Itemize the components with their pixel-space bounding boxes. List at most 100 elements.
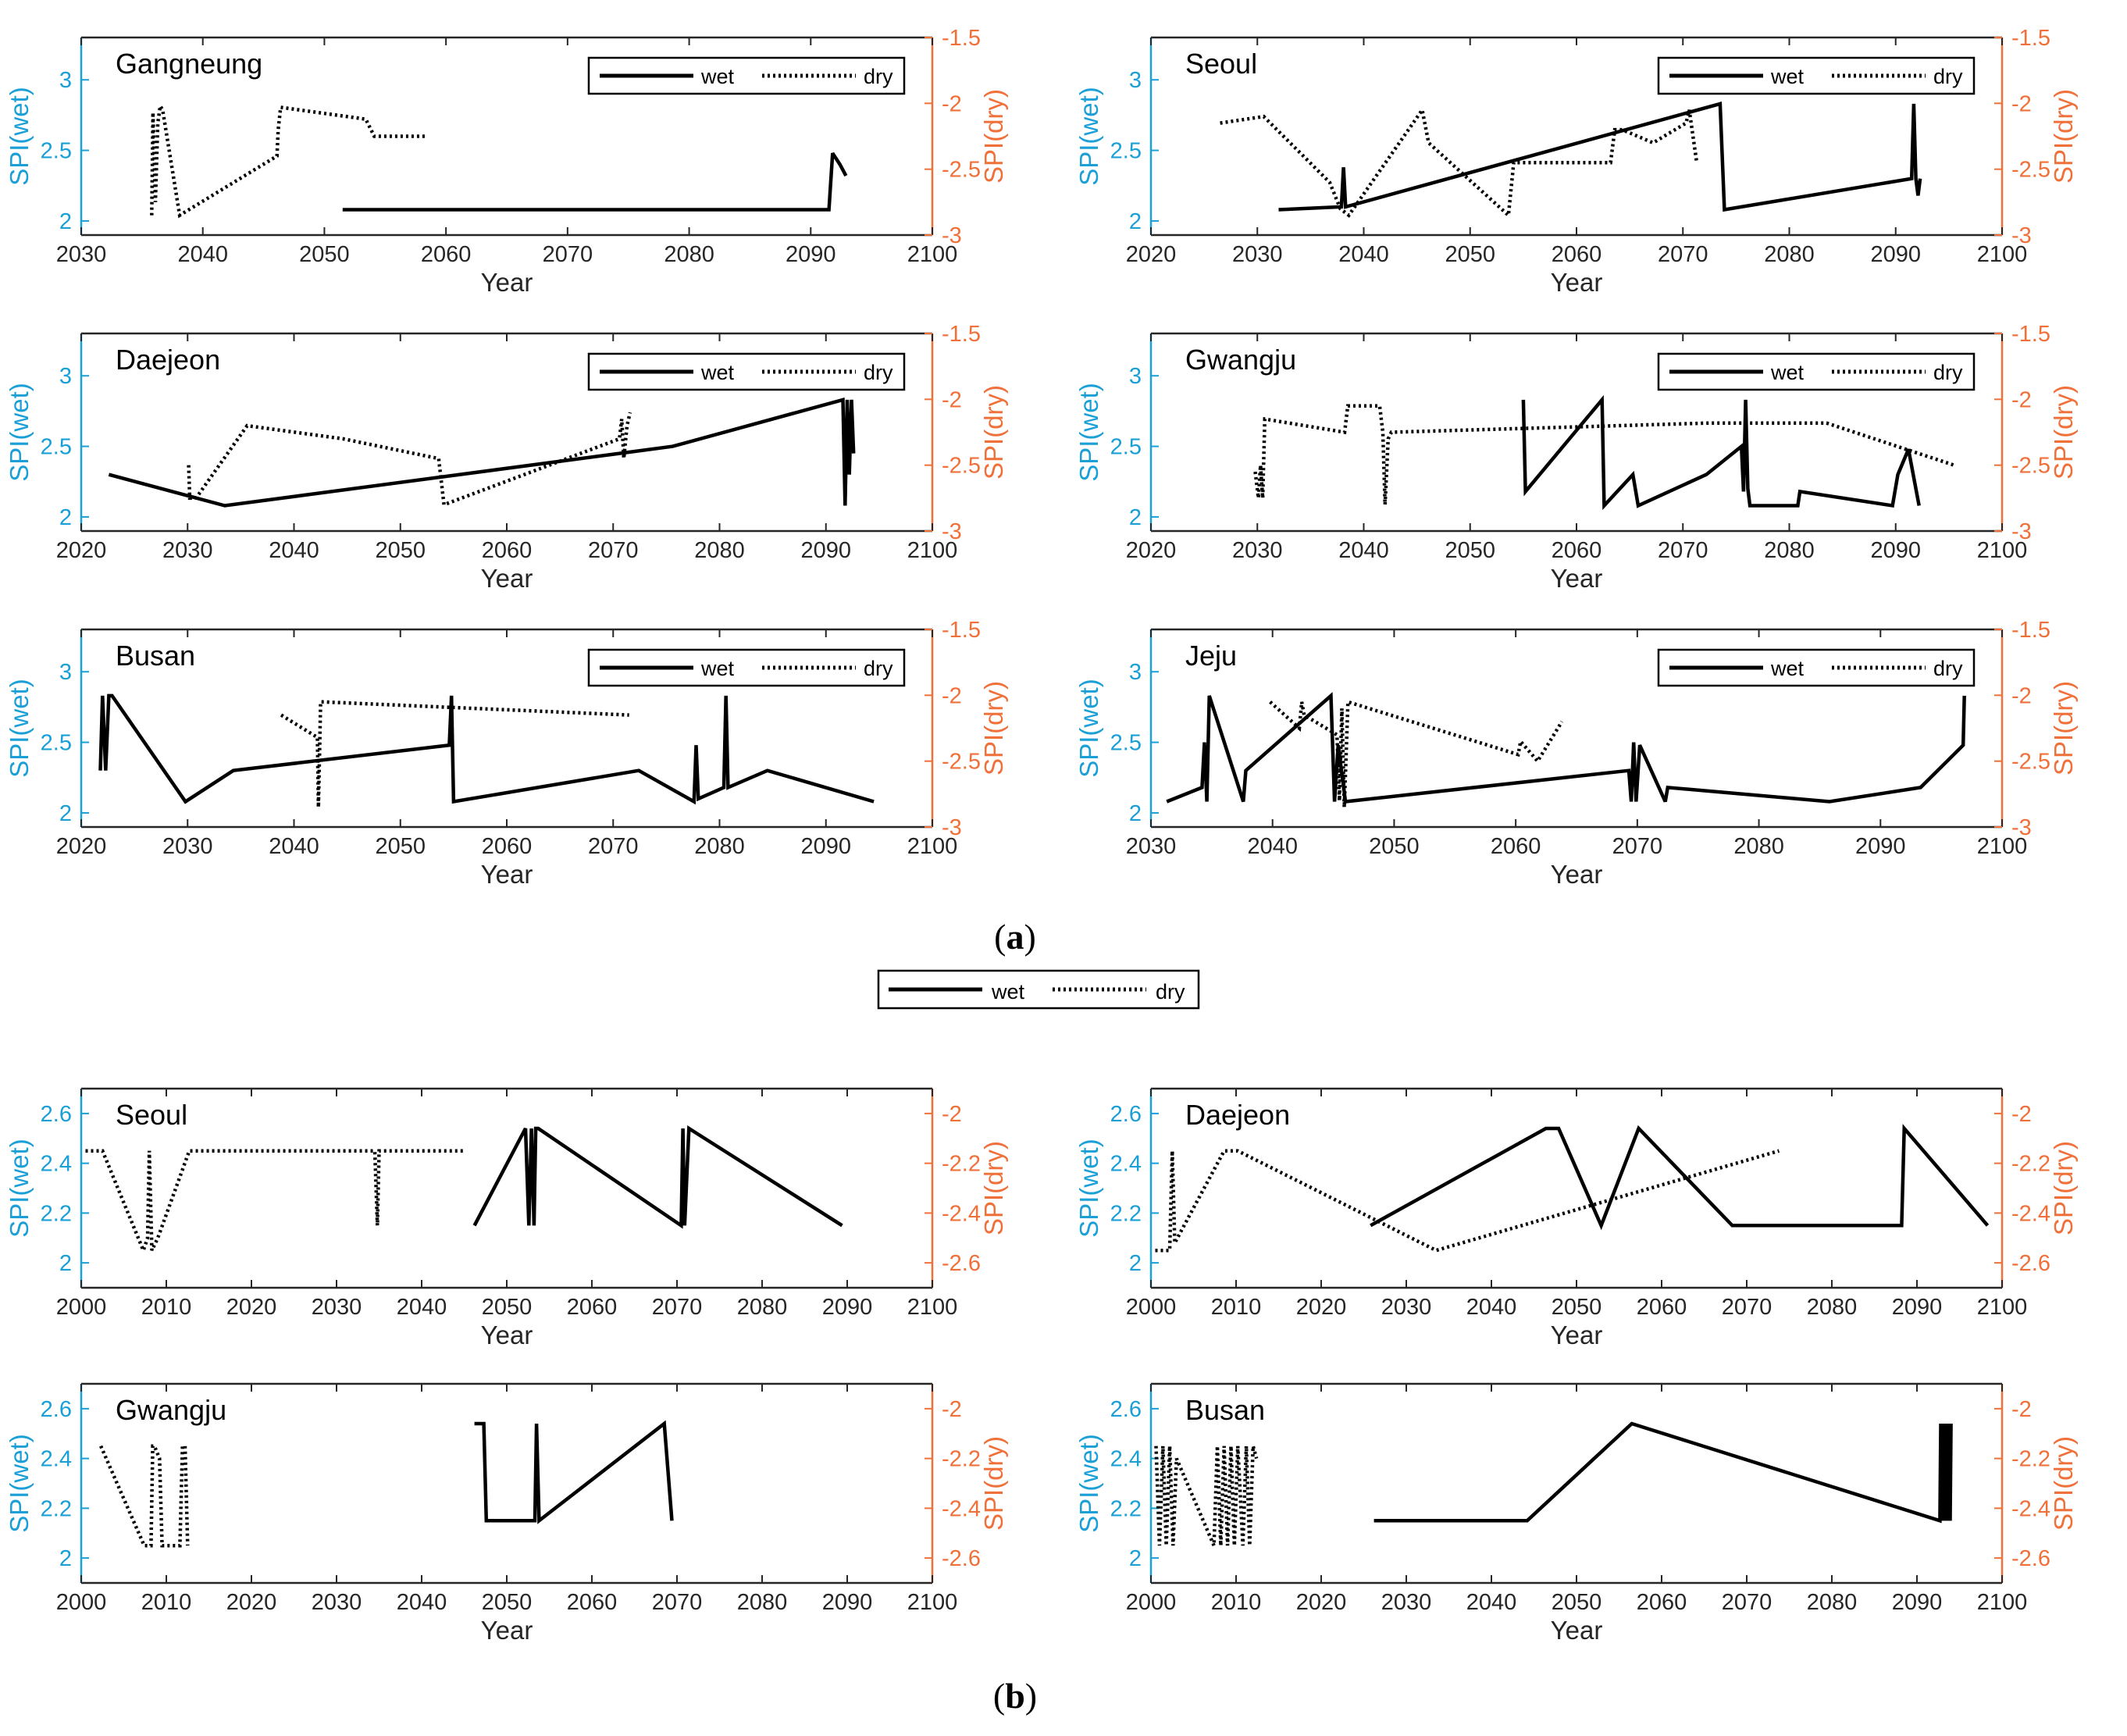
y-tick-label-left: 2.2 — [1110, 1496, 1142, 1521]
series-line-wet — [108, 397, 856, 508]
x-tick-label: 2000 — [1126, 1590, 1177, 1615]
series-line-dry — [99, 1444, 190, 1548]
y-tick-label-left: 2 — [59, 209, 72, 234]
y-tick-label-left: 2.4 — [1110, 1152, 1142, 1177]
panel-b-label: (b) — [993, 1676, 1037, 1716]
x-tick-label: 2050 — [375, 834, 426, 859]
x-tick-label: 2050 — [1369, 834, 1420, 859]
x-tick-label: 2030 — [312, 1295, 362, 1320]
y-tick-label-left: 2.4 — [1110, 1447, 1142, 1472]
y-tick-label-right: -2 — [942, 387, 962, 412]
x-axis-label: Year — [1551, 268, 1603, 297]
y-tick-label-right: -3 — [2011, 815, 2032, 840]
x-tick-label: 2040 — [1466, 1590, 1517, 1615]
y-tick-label-left: 3 — [59, 68, 72, 93]
y-tick-label-left: 2.5 — [41, 139, 72, 164]
y-tick-label-left: 2.5 — [41, 731, 72, 756]
shared-legend-dry-label: dry — [1156, 980, 1185, 1003]
legend-wet-label: wet — [700, 361, 735, 384]
y-tick-label-right: -2 — [942, 1102, 962, 1127]
x-tick-label: 2060 — [1637, 1295, 1687, 1320]
y-axis-label-left: SPI(wet) — [1074, 679, 1103, 778]
y-tick-label-left: 2.2 — [1110, 1201, 1142, 1226]
y-tick-label-right: -3 — [942, 223, 962, 248]
x-tick-label: 2090 — [1892, 1295, 1943, 1320]
y-tick-label-right: -3 — [942, 815, 962, 840]
y-axis-label-left: SPI(wet) — [5, 1139, 34, 1238]
y-tick-label-right: -2.4 — [942, 1201, 981, 1226]
y-axis-label-left: SPI(wet) — [1074, 383, 1103, 482]
legend-wet-label: wet — [1770, 657, 1805, 680]
chart-a-seoul: 2020 2030 2040 2050 2060 2070 2080 2090 2100 Year… — [1074, 26, 2078, 297]
y-tick-label-right: -2 — [2011, 1102, 2032, 1127]
x-tick-label: 2020 — [226, 1295, 277, 1320]
x-axis-label: Year — [481, 564, 533, 593]
x-tick-label: 2100 — [1977, 242, 2028, 267]
chart-legend: wet dry — [1657, 648, 1976, 687]
x-tick-label: 2060 — [421, 242, 472, 267]
x-tick-label: 2070 — [1658, 538, 1708, 563]
chart-legend: wet dry — [1657, 56, 1976, 95]
chart-legend: wet dry — [587, 56, 906, 95]
chart-title: Gwangju — [1185, 344, 1296, 376]
x-tick-label: 2090 — [800, 834, 851, 859]
shared-legend-wet-label: wet — [991, 980, 1025, 1003]
x-tick-label: 2070 — [1722, 1590, 1772, 1615]
y-tick-label-left: 3 — [1129, 660, 1142, 685]
series-line-wet — [1370, 1124, 1990, 1231]
chart-b-seoul: 2000 2010 2020 2030 2040 2050 2060 2070 2080 2090… — [5, 1087, 1008, 1349]
chart-legend: wet dry — [587, 648, 906, 687]
x-tick-label: 2020 — [1296, 1295, 1347, 1320]
x-tick-label: 2100 — [1977, 834, 2028, 859]
x-tick-label: 2080 — [1764, 538, 1815, 563]
x-axis-label: Year — [481, 1616, 533, 1645]
x-tick-label: 2060 — [482, 834, 533, 859]
x-tick-label: 2030 — [162, 538, 213, 563]
y-axis-label-left: SPI(wet) — [1074, 87, 1103, 186]
x-tick-label: 2080 — [694, 538, 745, 563]
y-tick-label-left: 2 — [59, 505, 72, 530]
y-tick-label-left: 2.6 — [41, 1397, 72, 1422]
y-tick-label-right: -2.4 — [2011, 1201, 2050, 1226]
x-tick-label: 2020 — [1126, 242, 1177, 267]
shared-legend: wet dry — [877, 969, 1200, 1010]
y-tick-label-right: -2.5 — [942, 454, 981, 479]
x-tick-label: 2000 — [56, 1590, 107, 1615]
x-tick-label: 2080 — [1807, 1590, 1858, 1615]
x-tick-label: 2030 — [162, 834, 213, 859]
chart-a-busan: 2020 2030 2040 2050 2060 2070 2080 2090 2100 Year… — [5, 618, 1008, 889]
x-tick-label: 2100 — [907, 834, 958, 859]
series-line-dry — [187, 412, 632, 508]
y-tick-label-right: -3 — [942, 519, 962, 544]
chart-legend: wet dry — [1657, 352, 1976, 391]
series-line-dry — [85, 1149, 465, 1256]
legend-dry-label: dry — [864, 65, 893, 88]
x-tick-label: 2010 — [141, 1295, 192, 1320]
y-axis-label-left: SPI(wet) — [5, 87, 34, 186]
chart-title: Busan — [116, 640, 195, 672]
y-axis-label-right: SPI(dry) — [979, 89, 1008, 184]
y-axis-label-right: SPI(dry) — [2049, 1141, 2078, 1235]
x-tick-label: 2100 — [907, 1590, 958, 1615]
y-tick-label-right: -2.4 — [2011, 1496, 2050, 1521]
chart-b-busan: 2000 2010 2020 2030 2040 2050 2060 2070 2080 2090… — [1074, 1382, 2078, 1645]
y-tick-label-right: -2.2 — [942, 1447, 981, 1472]
x-tick-label: 2070 — [588, 834, 639, 859]
y-axis-label-right: SPI(dry) — [2049, 681, 2078, 775]
x-tick-label: 2070 — [1612, 834, 1663, 859]
x-tick-label: 2060 — [1491, 834, 1541, 859]
x-tick-label: 2080 — [664, 242, 714, 267]
series-line-wet — [472, 1125, 843, 1229]
y-tick-label-right: -2 — [2011, 387, 2032, 412]
x-tick-label: 2070 — [588, 538, 639, 563]
chart-a-jeju: 2030 2040 2050 2060 2070 2080 2090 2100 Year 2 2.5… — [1074, 618, 2078, 889]
x-tick-label: 2030 — [1232, 538, 1283, 563]
x-tick-label: 2050 — [1552, 1295, 1602, 1320]
x-axis-label: Year — [481, 860, 533, 889]
x-tick-label: 2050 — [1445, 538, 1495, 563]
x-tick-label: 2060 — [567, 1590, 618, 1615]
series-line-wet — [1166, 692, 1966, 804]
y-axis-label-left: SPI(wet) — [5, 1434, 34, 1533]
y-tick-label-left: 2.6 — [41, 1102, 72, 1127]
x-tick-label: 2010 — [1211, 1590, 1262, 1615]
